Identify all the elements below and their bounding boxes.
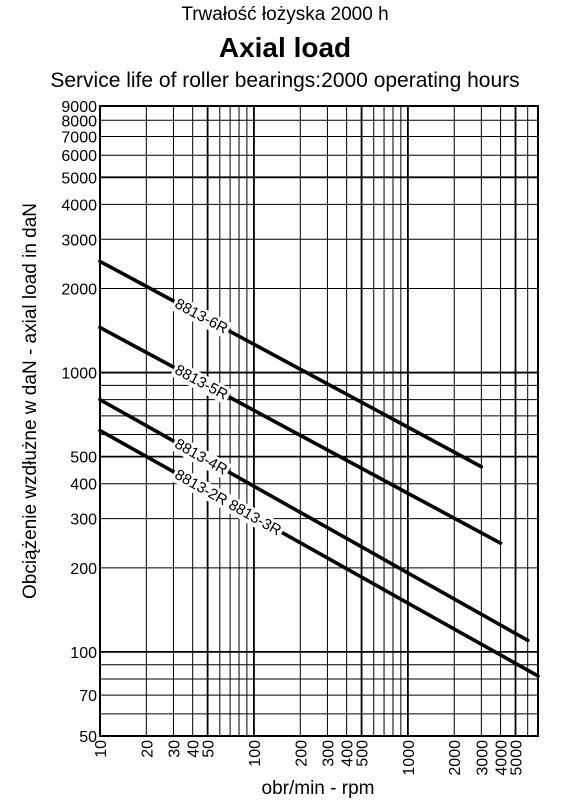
y-tick-label: 100 — [70, 645, 97, 662]
series-line — [98, 325, 503, 545]
y-tick-label: 5000 — [61, 170, 97, 187]
x-tick-label: 200 — [293, 740, 310, 767]
y-axis-label: Obciążenie wzdłużne w daN - axial load i… — [20, 203, 41, 599]
series-label-bg — [170, 360, 233, 405]
series-label-group: 8813-5R — [170, 360, 233, 405]
x-tick-label: 4000 — [494, 740, 511, 776]
x-tick-label: 100 — [247, 740, 264, 767]
major-grid — [99, 106, 538, 737]
y-tick-label: 500 — [70, 450, 97, 467]
series-line — [98, 397, 530, 643]
y-tick-label: 4000 — [61, 197, 97, 214]
y-tick-label: 200 — [70, 561, 97, 578]
chart-subtitle-english: Service life of roller bearings:2000 ope… — [50, 69, 520, 92]
x-tick-label: 30 — [166, 740, 183, 758]
x-tick-label: 3000 — [474, 740, 491, 776]
minor-grid — [100, 105, 539, 736]
y-tick-label: 400 — [70, 477, 97, 494]
y-tick-label: 300 — [70, 512, 97, 529]
x-tick-label: 40 — [186, 740, 203, 758]
x-axis-label: obr/min - rpm — [262, 778, 375, 799]
series-label: 8813-6R — [172, 295, 231, 337]
y-tick-label: 3000 — [61, 232, 97, 249]
y-tick-label: 7000 — [61, 129, 97, 146]
y-tick-label: 50 — [79, 729, 97, 746]
series-label-bg — [169, 434, 233, 480]
series-label: 8813-2R 8813-3R — [172, 466, 284, 539]
y-tick-label: 6000 — [61, 148, 97, 165]
y-tick-label: 1000 — [61, 366, 97, 383]
x-tick-label: 500 — [355, 740, 372, 767]
chart-subtitle: Axial load — [218, 32, 352, 63]
x-tick-label: 2000 — [447, 740, 464, 776]
series-label-group: 8813-6R — [170, 294, 233, 339]
y-tick-label: 2000 — [61, 281, 97, 298]
series-label: 8813-5R — [172, 361, 231, 403]
x-tick-label: 300 — [320, 740, 337, 767]
y-tick-label: 9000 — [61, 99, 97, 116]
series-line — [98, 259, 484, 469]
chart-title: Trwałość łożyska 2000 h — [181, 4, 389, 25]
plot-frame — [99, 105, 539, 737]
x-tick-label: 20 — [139, 740, 156, 758]
y-tick-label: 8000 — [61, 113, 97, 130]
series-line — [98, 428, 540, 678]
x-tick-label: 50 — [201, 740, 218, 758]
x-tick-label: 1000 — [401, 740, 418, 776]
series-label-bg — [169, 465, 286, 541]
x-tick-label: 10 — [93, 740, 110, 758]
x-tick-label: 400 — [340, 740, 357, 767]
series-label-bg — [170, 294, 233, 339]
series-label-group: 8813-2R 8813-3R — [169, 465, 286, 541]
y-tick-labels: 50 70 100 200 300 400 500 1000 2000 3000 4000 5000 6… — [61, 99, 97, 746]
x-tick-label: 5000 — [509, 740, 526, 776]
y-tick-label: 70 — [79, 688, 97, 705]
